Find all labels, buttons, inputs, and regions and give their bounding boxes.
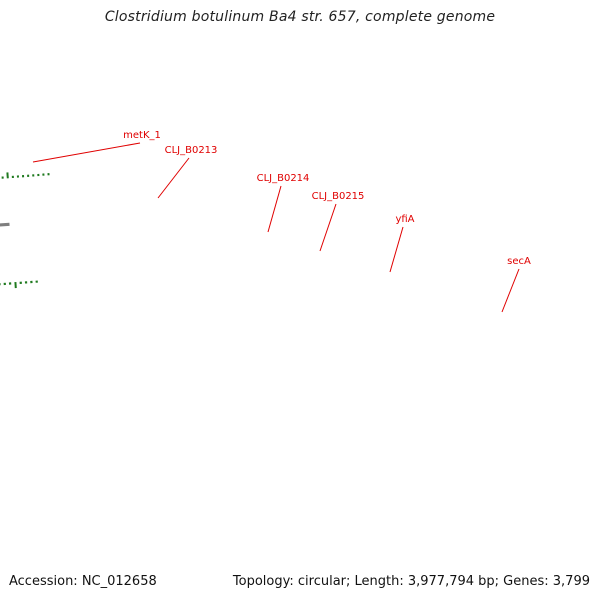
leader-line [389,226,404,273]
genome-stats: Topology: circular; Length: 3,977,794 bp… [232,574,590,589]
gene-label-clj-b0213: CLJ_B0213 [165,145,218,156]
leader-line [32,142,141,163]
accession-text: Accession: NC_012658 [9,574,157,589]
gene-label-clj-b0215: CLJ_B0215 [312,191,365,202]
map-title: Clostridium botulinum Ba4 str. 657, comp… [104,9,496,25]
leader-line [501,268,520,313]
inner-tick-track [1,172,50,179]
leader-line [267,185,282,233]
leader-line [157,157,190,199]
gene-label-metk-1: metK_1 [123,130,161,141]
gene-label-clj-b0214: CLJ_B0214 [257,173,310,184]
outer-tick-track [0,280,38,289]
backbone [0,222,10,227]
gene-label-yfia: yfiA [395,214,414,225]
backbone-line [0,222,10,227]
gene-label-seca: secA [507,256,531,267]
leader-line [319,203,337,252]
